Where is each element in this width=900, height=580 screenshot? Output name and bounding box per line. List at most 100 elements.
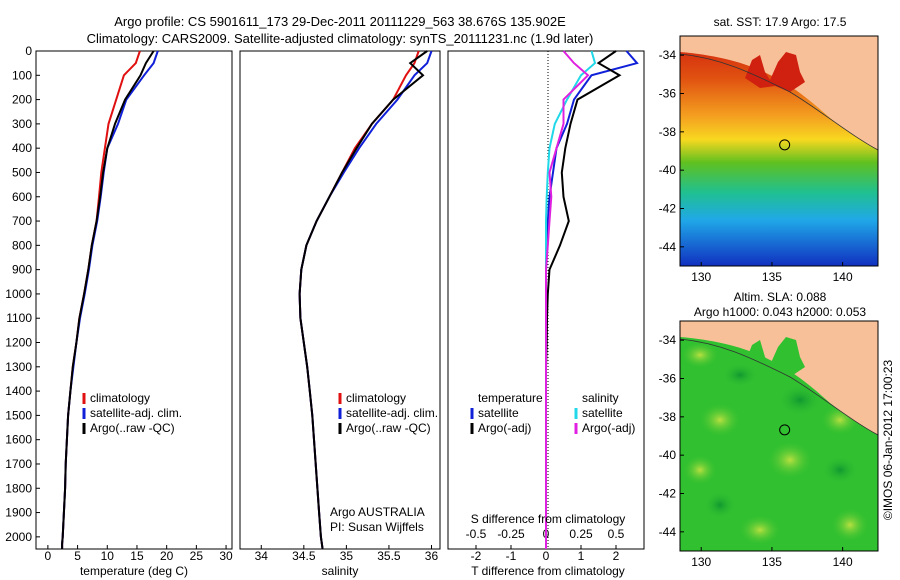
temperature-xlabel: temperature (deg C) <box>80 564 188 578</box>
legend-label: climatology <box>90 391 150 405</box>
map-y-tick-label: -36 <box>659 87 677 101</box>
map-x-tick-label: 130 <box>691 555 711 569</box>
map-x-tick-label: 135 <box>762 555 782 569</box>
x-tick-label: 15 <box>130 549 144 563</box>
x-tick-label: 0 <box>45 549 52 563</box>
map-y-tick-label: -42 <box>659 202 677 216</box>
legend-label: Argo(-adj) <box>582 421 635 435</box>
y-tick-label: 800 <box>12 238 32 252</box>
map-x-tick-label: 140 <box>833 270 853 284</box>
map-x-tick-label: 130 <box>691 270 711 284</box>
legend-label: Argo(..raw -QC) <box>346 421 431 435</box>
map-y-tick-label: -44 <box>659 525 677 539</box>
sst-land <box>680 36 878 150</box>
x-tick-label: 34 <box>255 549 269 563</box>
series-argo-line <box>61 50 155 549</box>
map-y-tick-label: -42 <box>659 487 677 501</box>
sla-map-title: Altim. SLA: 0.088 <box>734 290 827 304</box>
legend-label: Argo(..raw -QC) <box>90 421 175 435</box>
salinity-axes-frame <box>239 50 441 550</box>
difference-legend: temperaturesatelliteArgo(-adj)salinitysa… <box>470 391 635 435</box>
salinity-panel: 34 34.5 35 35.5 36 climatologysatellite-adj.… <box>239 50 441 578</box>
sla-map: Altim. SLA: 0.088 Argo h1000: 0.043 h200… <box>659 290 879 569</box>
s-tick-label: -0.5 <box>466 527 487 541</box>
y-tick-label: 1600 <box>5 433 32 447</box>
temperature-panel: 0100200300400500600700800900100011001200… <box>5 44 233 578</box>
sla-gulf <box>745 337 805 377</box>
sst-map-title: sat. SST: 17.9 Argo: 17.5 <box>714 15 847 29</box>
x-tick-label: 10 <box>101 549 115 563</box>
y-tick-label: 1800 <box>5 481 32 495</box>
sla-land <box>680 321 878 435</box>
temperature-axes-frame <box>35 50 233 550</box>
legend-label: temperature <box>478 391 543 405</box>
sla-shelf-contour <box>680 338 878 436</box>
x-tick-label: 35.5 <box>377 549 401 563</box>
sst-argo-marker <box>779 139 791 151</box>
difference-panel: -2 -1 0 1 2-0.5 -0.25 0 0.25 0.5 temperaturesate… <box>447 50 645 578</box>
legend-label: satellite <box>582 406 623 420</box>
x-tick-label: 36 <box>425 549 439 563</box>
s-diff-label: S difference from climatology <box>471 512 626 526</box>
legend-label: Argo(-adj) <box>478 421 531 435</box>
x-tick-label: 30 <box>219 549 233 563</box>
y-tick-label: 2000 <box>5 530 32 544</box>
salinity-annotation-2: PI: Susan Wijffels <box>330 520 424 534</box>
imos-credit: ©IMOS 06-Jan-2012 17:00:23 <box>881 360 895 521</box>
y-tick-label: 1200 <box>5 336 32 350</box>
sst-map: sat. SST: 17.9 Argo: 17.5 130 135 140 -34 -3… <box>659 15 879 284</box>
credit-box: ©IMOS 06-Jan-2012 17:00:23 <box>881 360 895 521</box>
sla-argo-marker <box>779 424 791 436</box>
sst-shelf-contour <box>680 53 878 151</box>
legend-label: satellite-adj. clim. <box>90 406 182 420</box>
series-argo_s-line <box>545 50 590 549</box>
salinity-annotation-1: Argo AUSTRALIA <box>330 505 425 519</box>
y-tick-label: 500 <box>12 165 32 179</box>
y-tick-label: 400 <box>12 141 32 155</box>
sla-map-frame <box>679 320 879 552</box>
legend-label: salinity <box>582 391 619 405</box>
legend-label: satellite <box>478 406 519 420</box>
t-diff-label: T difference from climatology <box>471 564 625 578</box>
salinity-xlabel: salinity <box>322 564 359 578</box>
map-y-tick-label: -44 <box>659 240 677 254</box>
s-tick-label: -0.25 <box>497 527 525 541</box>
x-tick-label: 35 <box>340 549 354 563</box>
map-y-tick-label: -36 <box>659 372 677 386</box>
map-y-tick-label: -38 <box>659 125 677 139</box>
y-tick-label: 700 <box>12 214 32 228</box>
series-argo-line <box>298 50 428 550</box>
map-x-tick-label: 135 <box>762 270 782 284</box>
y-tick-label: 600 <box>12 190 32 204</box>
s-tick-label: 0.25 <box>569 527 593 541</box>
sst-gulf <box>745 52 805 92</box>
x-tick-label: 20 <box>160 549 174 563</box>
x-tick-label: 2 <box>613 549 620 563</box>
y-tick-label: 1100 <box>6 311 32 325</box>
y-tick-label: 1400 <box>5 384 32 398</box>
x-tick-label: -2 <box>471 549 482 563</box>
map-y-tick-label: -34 <box>659 333 677 347</box>
map-y-tick-label: -34 <box>659 48 677 62</box>
y-tick-label: 0 <box>25 44 32 58</box>
map-y-tick-label: -38 <box>659 410 677 424</box>
y-tick-label: 1700 <box>5 457 32 471</box>
y-tick-label: 300 <box>12 117 32 131</box>
sla-map-subtitle: Argo h1000: 0.043 h2000: 0.053 <box>694 305 866 319</box>
y-tick-label: 900 <box>12 263 32 277</box>
x-tick-label: -1 <box>506 549 517 563</box>
legend-label: satellite-adj. clim. <box>346 406 438 420</box>
legend-label: climatology <box>346 391 406 405</box>
x-tick-label: 34.5 <box>292 549 316 563</box>
x-tick-label: 1 <box>578 549 585 563</box>
s-tick-label: 0.5 <box>608 527 625 541</box>
map-y-tick-label: -40 <box>659 448 677 462</box>
sst-map-frame <box>679 35 879 267</box>
x-tick-label: 25 <box>190 549 204 563</box>
y-tick-label: 1500 <box>5 408 32 422</box>
x-tick-label: 5 <box>74 549 81 563</box>
map-x-tick-label: 140 <box>833 555 853 569</box>
y-tick-label: 1300 <box>5 360 32 374</box>
